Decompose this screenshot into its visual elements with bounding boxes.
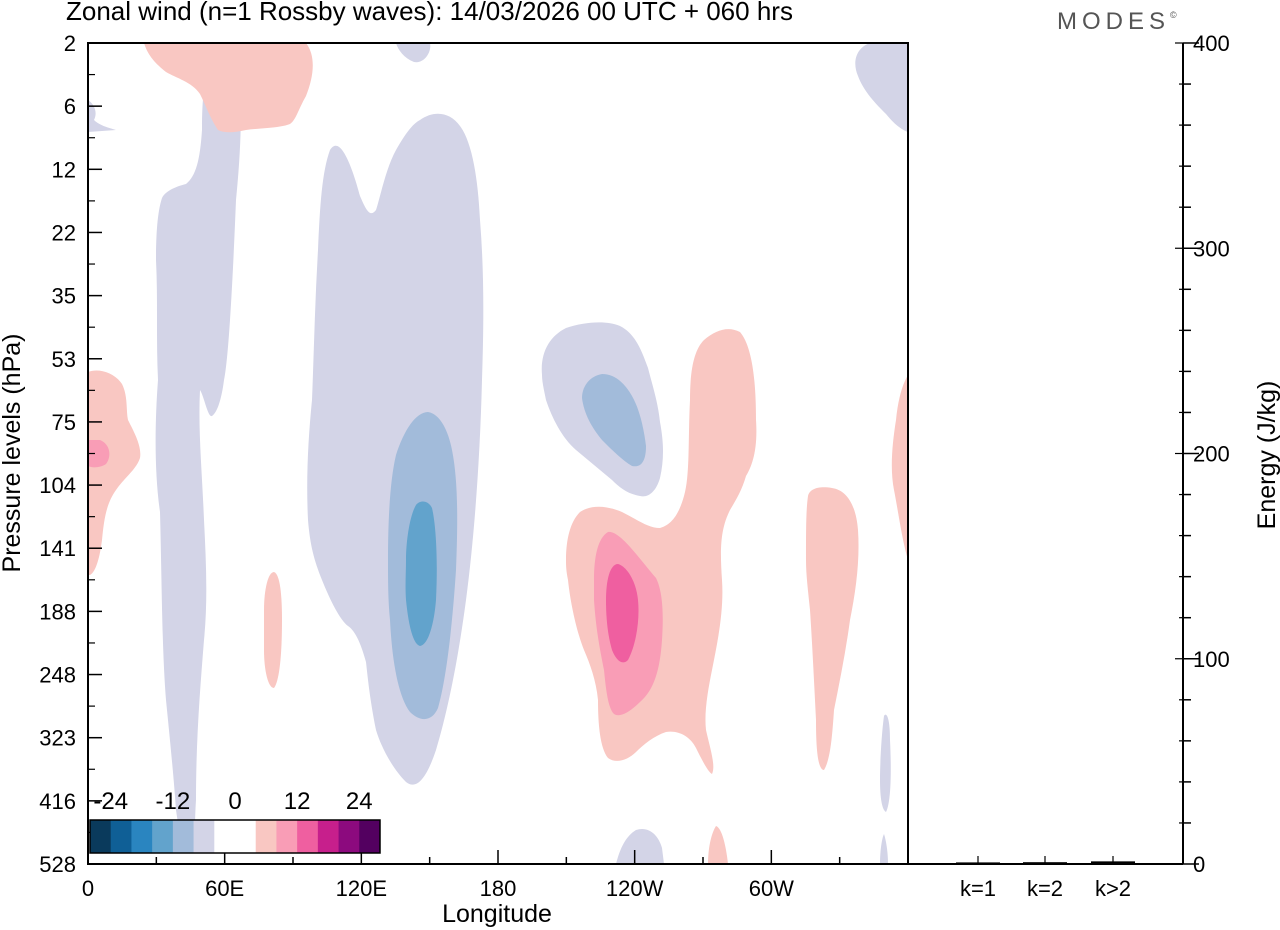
energy-bar [1091, 861, 1135, 863]
contour-positive-weak [264, 572, 282, 688]
energy-axis: 0 100 200 300 400 [1175, 31, 1230, 877]
contour-positive-medium [88, 440, 110, 468]
energy-tick-label: 300 [1193, 236, 1230, 261]
colorbar-tick-label: -24 [93, 788, 128, 815]
colorbar-swatch [235, 820, 257, 853]
longitude-axis: 0 60E 120E 180 120W 60W [82, 850, 909, 901]
energy-bar [956, 862, 1000, 863]
y-tick-label: 75 [52, 410, 76, 435]
energy-category-label: k=2 [1027, 876, 1063, 901]
contour-negative-weak [88, 100, 116, 132]
energy-tick-label: 100 [1193, 647, 1230, 672]
contour-positive-strong [606, 564, 639, 663]
colorbar: -24 -12 0 12 24 [89, 788, 381, 854]
x-tick-label: 60W [749, 876, 794, 901]
energy-axis-title: Energy (J/kg) [1253, 381, 1280, 530]
colorbar-swatch [359, 820, 381, 853]
colorbar-tick-label: 12 [284, 788, 311, 815]
colorbar-swatch [338, 820, 360, 853]
energy-category-label: k>2 [1095, 876, 1131, 901]
contour-field [88, 43, 908, 864]
y-tick-label: 6 [64, 94, 76, 119]
contour-negative-strong [405, 501, 437, 646]
x-tick-label: 120E [336, 876, 387, 901]
energy-tick-label: 0 [1193, 852, 1205, 877]
contour-negative-weak [880, 834, 888, 864]
copyright-mark: © [1170, 10, 1177, 20]
colorbar-swatch [172, 820, 194, 853]
colorbar-swatch [110, 820, 132, 853]
contour-negative-weak [855, 43, 908, 132]
colorbar-swatch [193, 820, 215, 853]
colorbar-swatch [214, 820, 236, 853]
logo-text: MODES [1057, 8, 1171, 35]
colorbar-swatch [152, 820, 174, 853]
colorbar-frame [89, 819, 381, 854]
colorbar-tick-label: 24 [346, 788, 373, 815]
energy-tick-label: 200 [1193, 442, 1230, 467]
pressure-axis: 2 6 12 22 35 53 75 104 141 188 248 323 416 528 [39, 31, 102, 877]
y-tick-label: 248 [39, 663, 76, 688]
y-tick-label: 104 [39, 473, 76, 498]
y-tick-label: 2 [64, 31, 76, 56]
colorbar-swatch [276, 820, 298, 853]
chart-title: Zonal wind (n=1 Rossby waves): 14/03/202… [66, 0, 793, 26]
contour-positive-weak [708, 826, 728, 864]
x-axis-title: Longitude [442, 900, 552, 928]
colorbar-tick-label: -12 [156, 788, 191, 815]
contour-negative-weak [880, 714, 891, 812]
y-tick-label: 528 [39, 852, 76, 877]
contour-positive-weak [88, 370, 141, 575]
x-tick-label: 120W [606, 876, 664, 901]
y-tick-label: 22 [52, 220, 76, 245]
y-tick-label: 12 [52, 157, 76, 182]
y-tick-label: 323 [39, 726, 76, 751]
x-tick-label: 0 [82, 876, 94, 901]
contour-negative-medium [582, 374, 646, 467]
y-axis-title: Pressure levels (hPa) [0, 334, 26, 573]
energy-tick-label: 400 [1193, 31, 1230, 56]
y-tick-label: 53 [52, 347, 76, 372]
energy-bar [1023, 862, 1067, 863]
colorbar-swatch [255, 820, 277, 853]
colorbar-swatch [297, 820, 319, 853]
contour-positive-weak [144, 43, 313, 133]
colorbar-swatch [90, 820, 112, 853]
colorbar-tick-label: 0 [228, 788, 241, 815]
x-tick-label: 60E [205, 876, 244, 901]
y-tick-label: 416 [39, 789, 76, 814]
contour-negative-weak [396, 43, 431, 63]
colorbar-swatch [317, 820, 339, 853]
x-tick-label: 180 [480, 876, 517, 901]
contour-positive-weak [806, 487, 859, 770]
y-tick-label: 141 [39, 536, 76, 561]
colorbar-swatch [131, 820, 153, 853]
modes-logo: MODES© [1057, 8, 1177, 36]
contour-negative-weak [155, 68, 241, 850]
y-tick-label: 35 [52, 284, 76, 309]
energy-category-label: k=1 [960, 876, 996, 901]
y-tick-label: 188 [39, 599, 76, 624]
contour-positive-weak [891, 375, 908, 560]
energy-bars: k=1 k=2 k>2 [956, 856, 1135, 901]
contour-negative-weak [307, 113, 484, 785]
contour-negative-weak [616, 828, 664, 864]
